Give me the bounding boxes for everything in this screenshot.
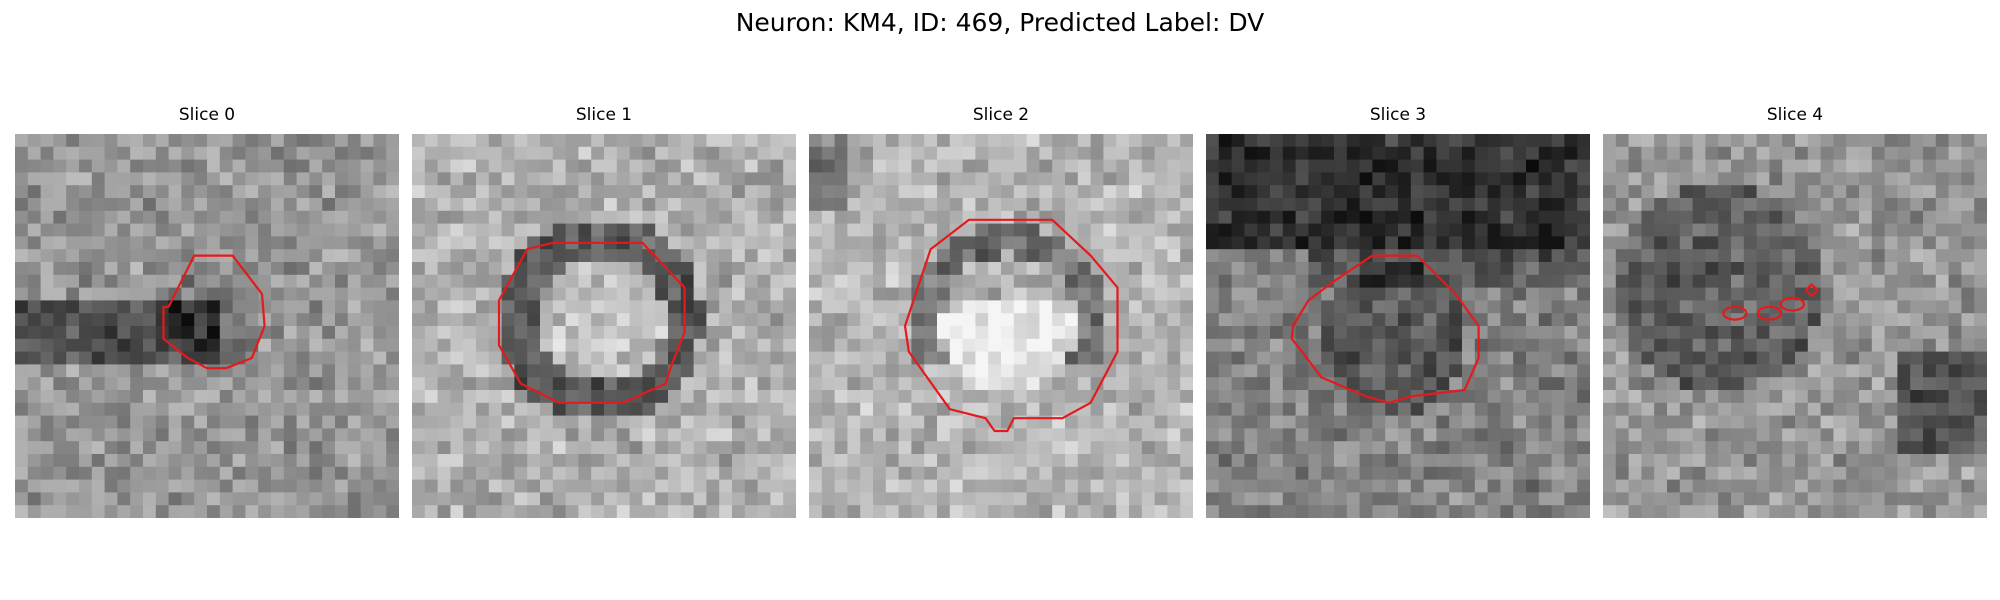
slice-panel-3: Slice 3 — [1206, 105, 1590, 525]
pixel-grid — [15, 134, 399, 518]
slice-panel-0: Slice 0 — [15, 105, 399, 525]
slice-panel-1: Slice 1 — [412, 105, 796, 525]
figure-title: Neuron: KM4, ID: 469, Predicted Label: D… — [0, 8, 2000, 37]
pixel-grid — [809, 134, 1193, 518]
slice-title-4: Slice 4 — [1603, 105, 1987, 125]
slice-image-0 — [15, 134, 399, 518]
slice-panel-2: Slice 2 — [809, 105, 1193, 525]
slice-image-2 — [809, 134, 1193, 518]
pixel-grid — [1603, 134, 1987, 518]
slice-panel-4: Slice 4 — [1603, 105, 1987, 525]
slice-image-3 — [1206, 134, 1590, 518]
slice-title-1: Slice 1 — [412, 105, 796, 125]
slice-image-1 — [412, 134, 796, 518]
slice-title-3: Slice 3 — [1206, 105, 1590, 125]
slice-title-0: Slice 0 — [15, 105, 399, 125]
pixel-grid — [1206, 134, 1590, 518]
slice-title-2: Slice 2 — [809, 105, 1193, 125]
slice-image-4 — [1603, 134, 1987, 518]
pixel-grid — [412, 134, 796, 518]
